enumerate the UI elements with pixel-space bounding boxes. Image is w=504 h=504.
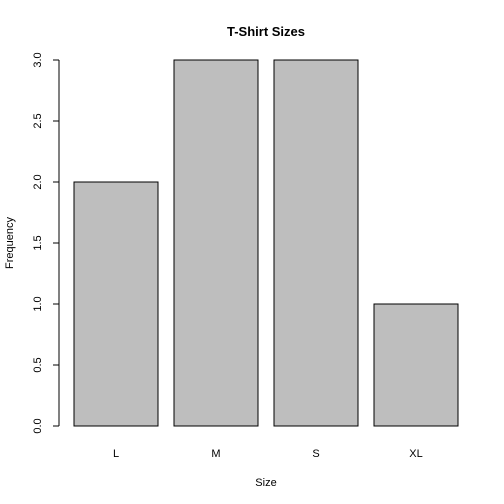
y-tick-label: 1.0 (32, 296, 44, 311)
x-tick-label-m: M (211, 448, 220, 460)
x-tick-label-l: L (113, 448, 119, 460)
y-tick-label: 3.0 (32, 52, 44, 67)
y-tick-label: 1.5 (32, 235, 44, 250)
y-axis: 0.0 0.5 1.0 1.5 2.0 2.5 3.0 (32, 52, 60, 434)
y-tick-label: 2.5 (32, 113, 44, 128)
bar-l (73, 181, 159, 427)
bar-m (173, 59, 259, 427)
x-tick-label-s: S (312, 448, 319, 460)
x-tick-labels: L M S XL (113, 448, 423, 460)
x-axis-label: Size (255, 477, 276, 489)
y-tick-label: 0.0 (32, 418, 44, 433)
bar-s (273, 59, 359, 427)
bars-group (73, 59, 459, 427)
y-axis-label: Frequency (4, 217, 16, 269)
bar-xl (373, 303, 459, 427)
y-tick-label: 2.0 (32, 174, 44, 189)
y-tick-label: 0.5 (32, 357, 44, 372)
chart-title: T-Shirt Sizes (227, 24, 305, 39)
x-tick-label-xl: XL (409, 448, 422, 460)
